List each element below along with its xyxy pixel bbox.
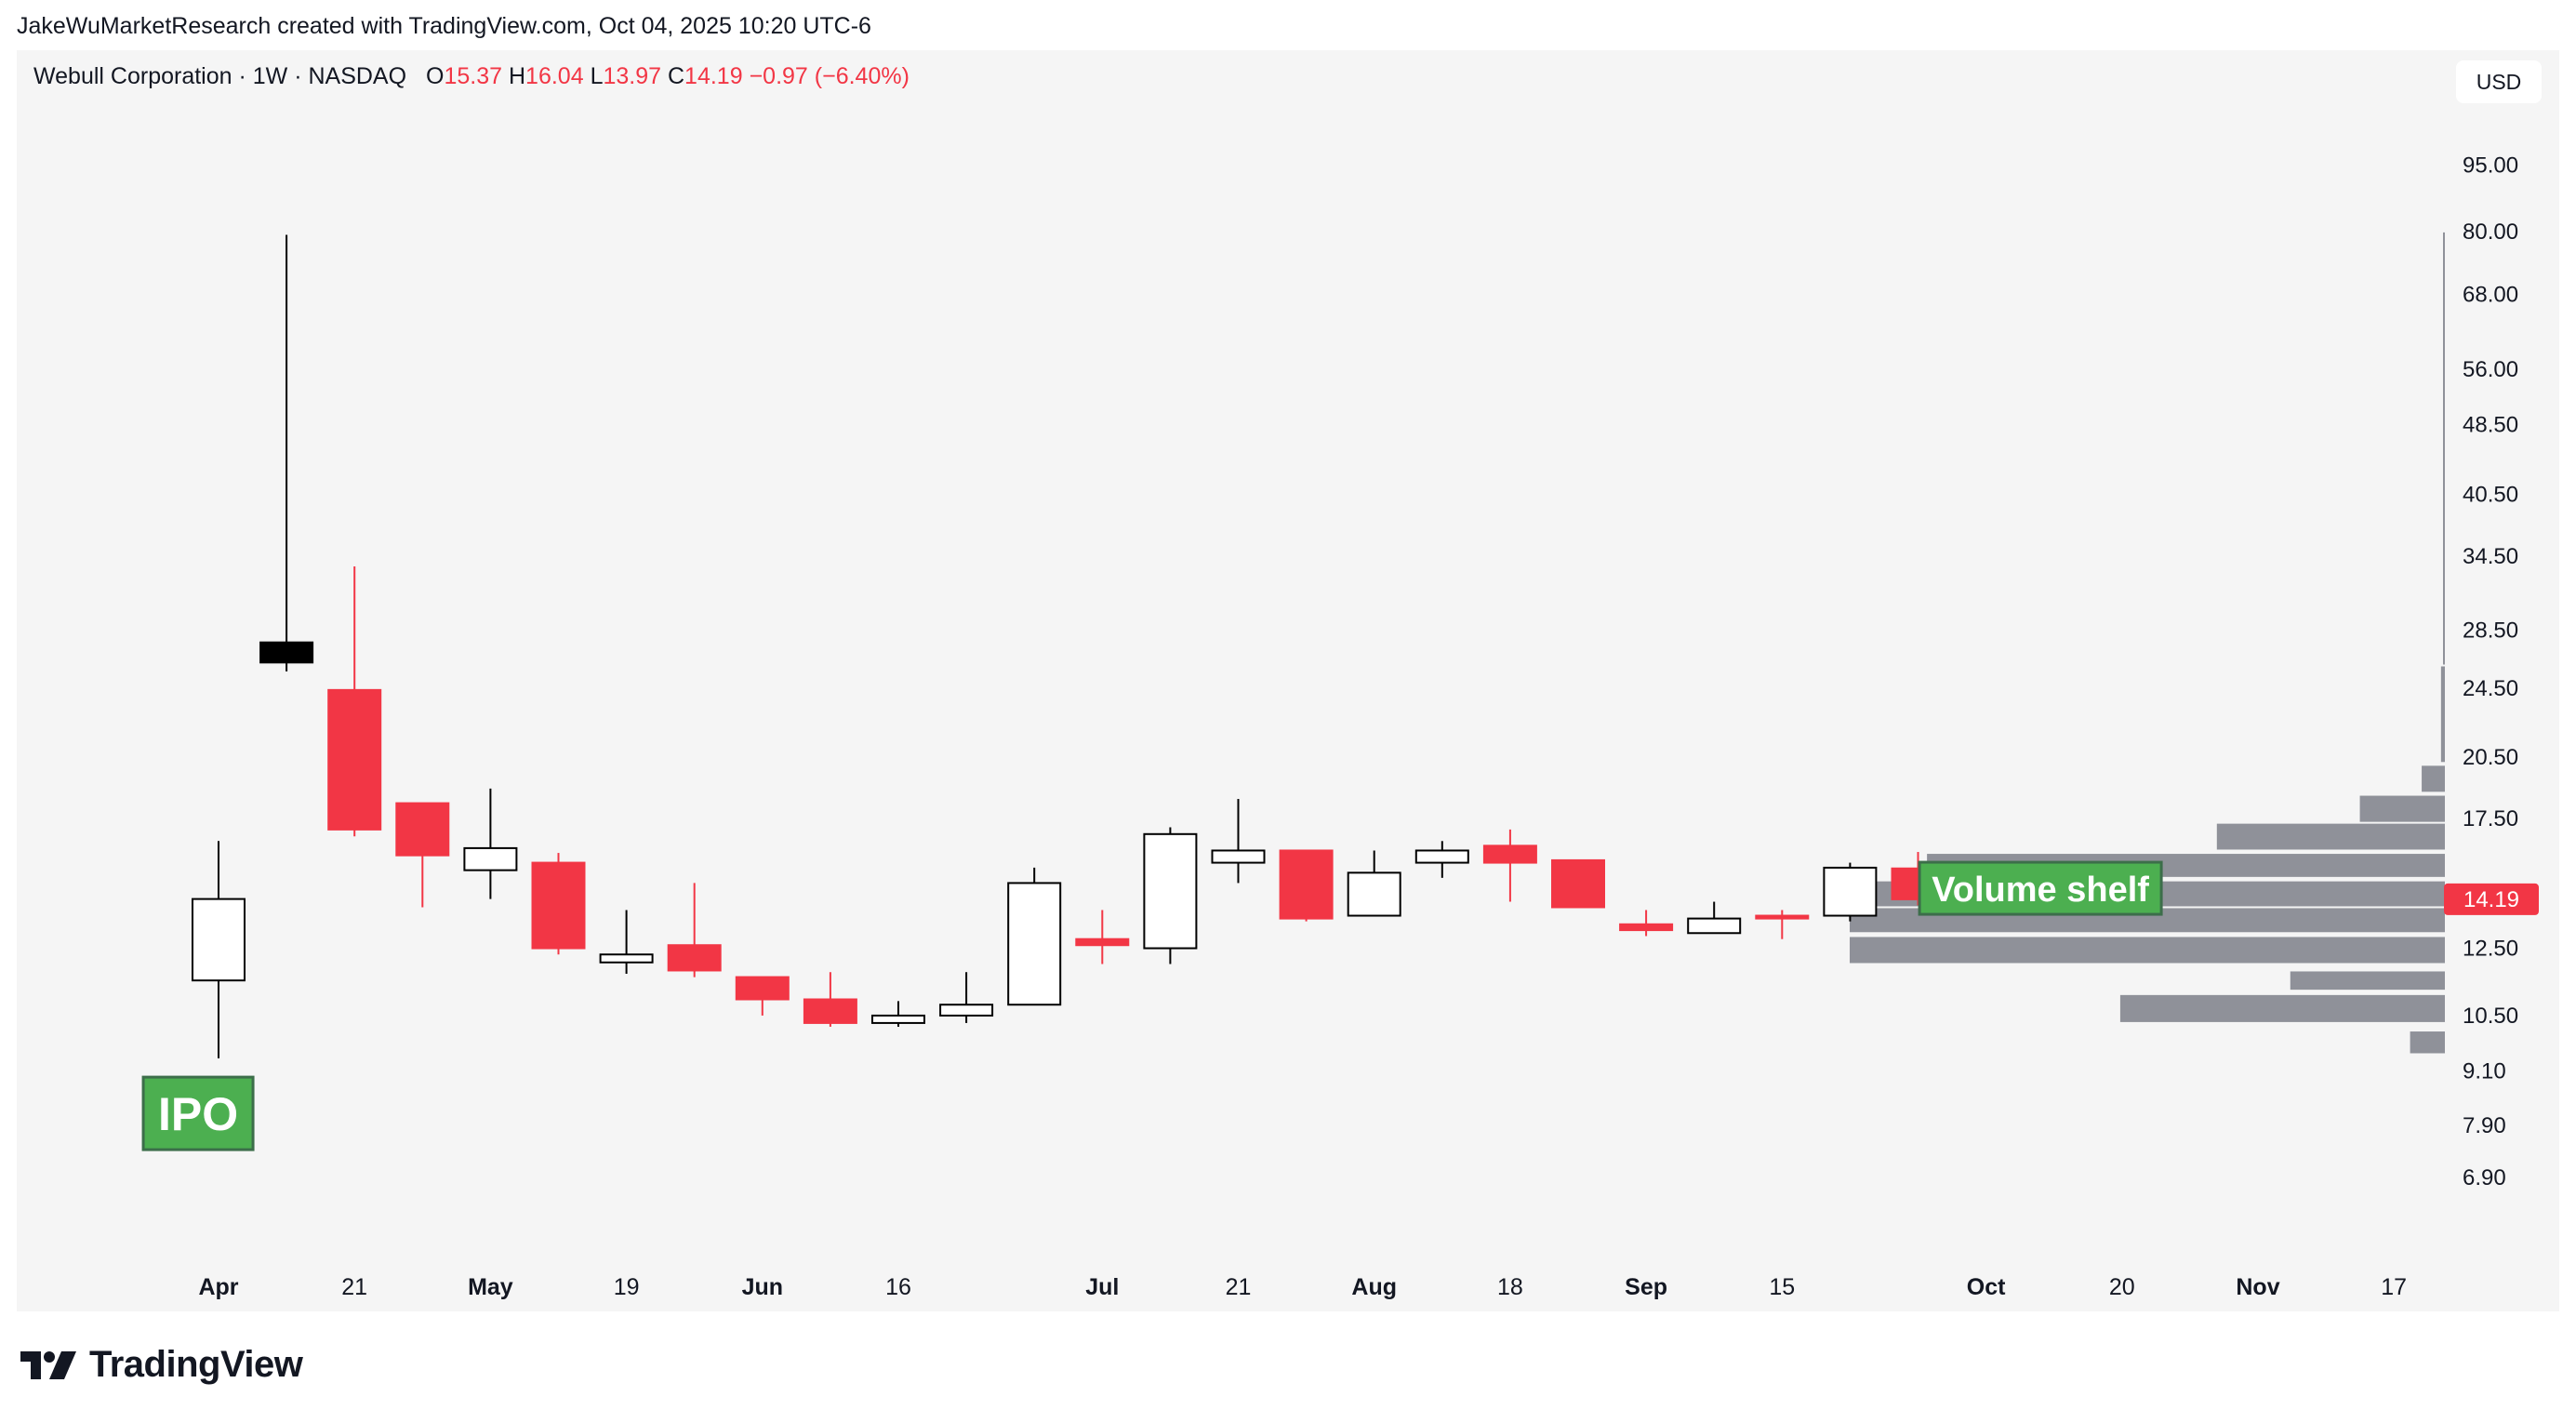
volume-profile-bar <box>2440 666 2445 763</box>
candle-body <box>803 998 857 1024</box>
x-axis-tick-label: 20 <box>2109 1274 2135 1300</box>
y-axis-tick-label: 20.50 <box>2463 745 2518 770</box>
volume-shelf-label: Volume shelf <box>1932 871 2149 910</box>
low-value: 13.97 <box>603 63 662 89</box>
x-axis-tick-label: Jun <box>742 1274 783 1300</box>
candle-body <box>1211 849 1266 864</box>
volume-profile-bar <box>2443 232 2445 665</box>
open-value: 15.37 <box>444 63 503 89</box>
close-label: C <box>667 63 685 89</box>
candle-body <box>463 846 518 871</box>
y-axis-tick-label: 80.00 <box>2463 219 2518 245</box>
ipo-label: IPO <box>158 1088 238 1140</box>
x-axis-tick-label: 21 <box>1226 1274 1252 1300</box>
x-axis-tick-label: Aug <box>1351 1274 1397 1300</box>
x-axis-tick-label: Apr <box>198 1274 238 1300</box>
open-label: O <box>426 63 445 89</box>
ohlc-legend: Webull Corporation · 1W · NASDAQ O15.37 … <box>33 63 910 90</box>
candle-body <box>395 802 450 857</box>
y-axis-tick-label: 10.50 <box>2463 1004 2518 1029</box>
x-axis-tick-label: Sep <box>1625 1274 1667 1300</box>
candle-body <box>259 641 314 664</box>
volume-profile-bar <box>2290 971 2445 991</box>
x-axis-tick-label: 15 <box>1769 1274 1795 1300</box>
x-axis-tick-label: 21 <box>341 1274 367 1300</box>
symbol-title: Webull Corporation · 1W · NASDAQ <box>33 63 407 89</box>
low-label: L <box>590 63 604 89</box>
y-axis-tick-label: 7.90 <box>2463 1113 2506 1138</box>
volume-profile-bar <box>1850 937 2445 964</box>
candle-body <box>1551 858 1605 909</box>
candle-body <box>1279 849 1334 920</box>
tradingview-wordmark: TradingView <box>89 1344 303 1385</box>
candle-body <box>667 944 722 972</box>
candle-body <box>192 898 246 982</box>
ipo-label-box <box>141 1075 255 1151</box>
chart-panel[interactable] <box>17 50 2559 1311</box>
y-axis-tick-label: 6.90 <box>2463 1165 2506 1190</box>
y-axis-tick-label: 9.10 <box>2463 1058 2506 1084</box>
volume-profile-bar <box>2422 765 2445 792</box>
candle-body <box>1823 866 1878 917</box>
tradingview-logo-icon <box>20 1350 76 1379</box>
y-axis-tick-label: 12.50 <box>2463 937 2518 962</box>
candle-body <box>735 976 790 1001</box>
candle-body <box>1414 849 1469 864</box>
x-axis-tick-label: Nov <box>2236 1274 2279 1300</box>
candle-body <box>1687 917 1742 935</box>
y-axis-tick-label: 34.50 <box>2463 544 2518 569</box>
candle-body <box>599 953 654 964</box>
candle-body <box>327 688 382 831</box>
change-value: −0.97 (−6.40%) <box>749 63 910 89</box>
y-axis-tick-label: 40.50 <box>2463 483 2518 508</box>
x-axis-tick-label: 18 <box>1497 1274 1523 1300</box>
candle-body <box>939 1004 994 1017</box>
y-axis-tick-label: 95.00 <box>2463 153 2518 179</box>
candle-body <box>1755 914 1810 920</box>
candle-body <box>1007 882 1062 1006</box>
currency-button[interactable]: USD <box>2456 60 2542 103</box>
candle-body <box>531 861 586 950</box>
x-axis-tick-label: Oct <box>1967 1274 2006 1300</box>
last-price-badge <box>2444 883 2539 915</box>
high-value: 16.04 <box>525 63 584 89</box>
y-axis-tick-label: 48.50 <box>2463 413 2518 438</box>
y-axis-tick-label: 28.50 <box>2463 618 2518 643</box>
x-axis-tick-label: 19 <box>614 1274 640 1300</box>
tradingview-logo: TradingView <box>20 1344 303 1386</box>
volume-profile-bar <box>2410 1031 2445 1054</box>
candle-body <box>871 1014 925 1024</box>
candle-body <box>1075 938 1130 947</box>
y-axis-tick-label: 24.50 <box>2463 676 2518 701</box>
y-axis-tick-label: 68.00 <box>2463 282 2518 307</box>
volume-profile-bar <box>2216 823 2445 850</box>
last-price-label: 14.19 <box>2463 887 2519 912</box>
volume-shelf-label-box <box>1918 860 2163 916</box>
candle-body <box>1482 844 1537 864</box>
volume-profile-bar <box>2119 994 2445 1022</box>
candle-body <box>1143 832 1198 950</box>
chart-attribution: JakeWuMarketResearch created with Tradin… <box>17 13 871 39</box>
x-axis-tick-label: May <box>468 1274 513 1300</box>
y-axis-tick-label: 17.50 <box>2463 806 2518 831</box>
candle-body <box>1619 923 1674 932</box>
close-value: 14.19 <box>684 63 743 89</box>
x-axis-tick-label: Jul <box>1085 1274 1119 1300</box>
volume-profile-bar <box>2359 795 2445 822</box>
candle-body <box>1347 871 1401 917</box>
x-axis-tick-label: 16 <box>885 1274 911 1300</box>
high-label: H <box>508 63 526 89</box>
x-axis-tick-label: 17 <box>2381 1274 2407 1300</box>
y-axis-tick-label: 56.00 <box>2463 357 2518 382</box>
